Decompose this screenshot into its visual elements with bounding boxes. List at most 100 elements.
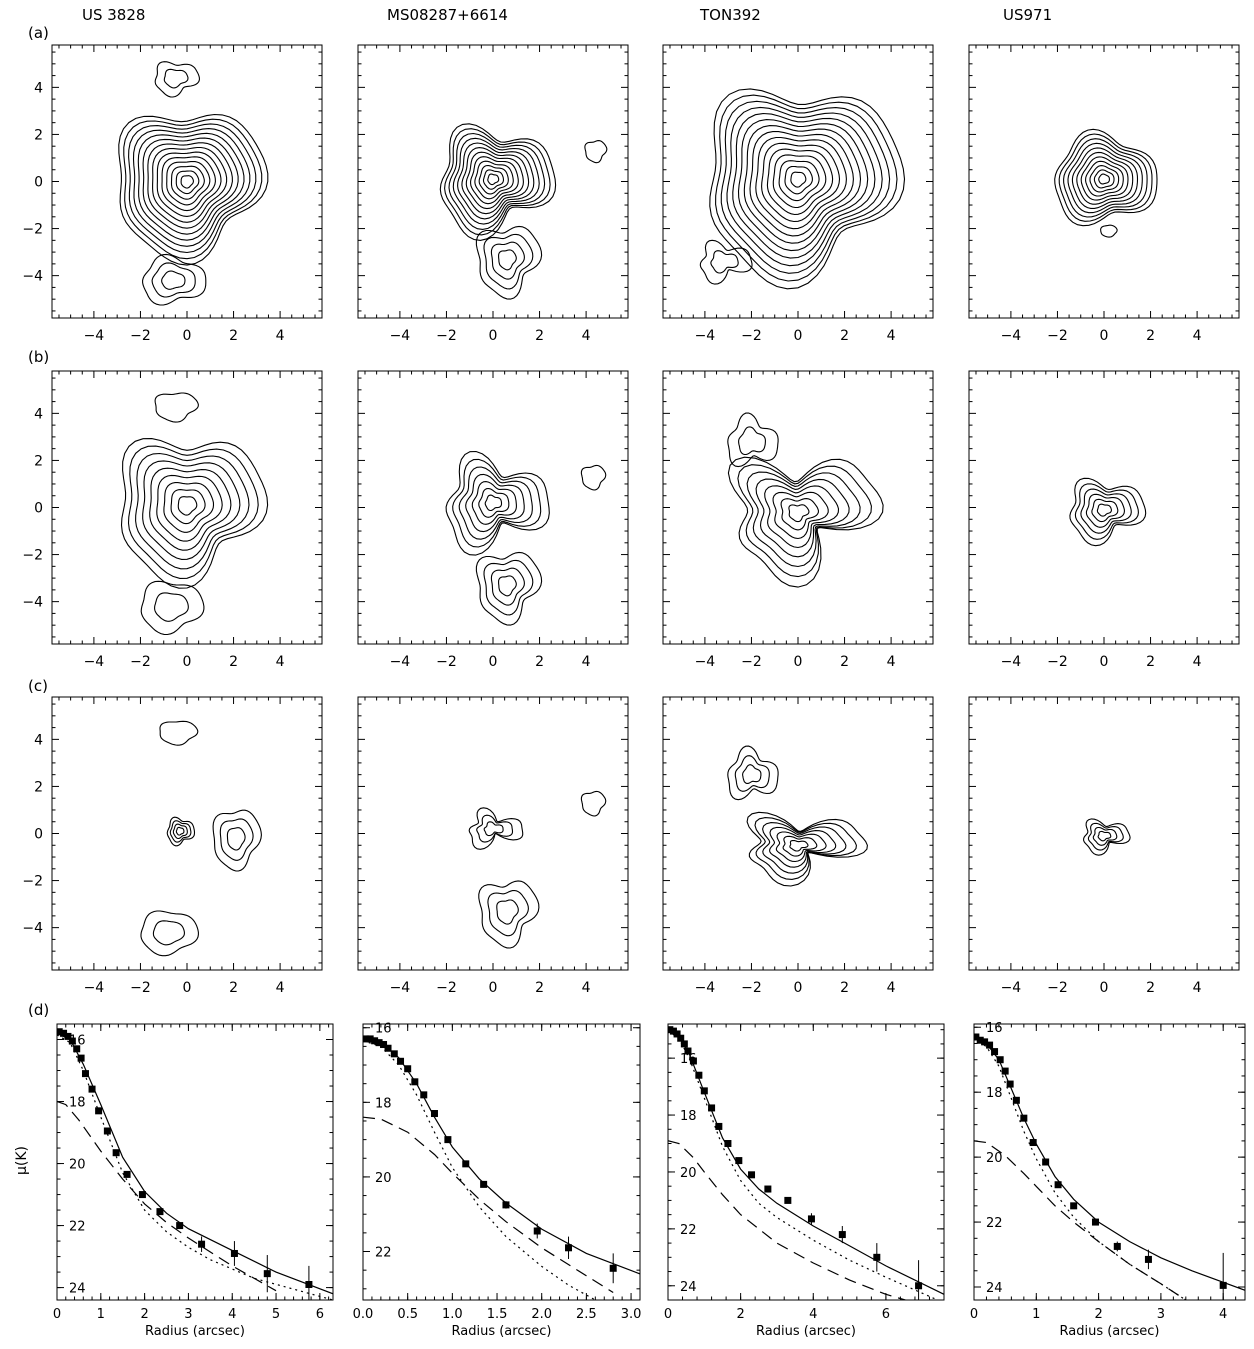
contour-panel-c-ton392: −4 −2 0 2 4 [662, 696, 934, 996]
contour-line [1100, 224, 1118, 238]
x-tick-label: −2 [436, 328, 457, 344]
x-tick-label: 2.5 [576, 1307, 597, 1322]
data-point [420, 1091, 428, 1099]
contour-line [154, 61, 200, 98]
data-point [305, 1280, 313, 1288]
data-point [1001, 1067, 1009, 1075]
contour-line [761, 142, 841, 223]
data-point [123, 1170, 131, 1178]
contour-line [772, 491, 829, 540]
contour-line [471, 481, 517, 525]
data-point [1219, 1281, 1227, 1289]
y-tick-label: 16 [680, 1052, 697, 1067]
profile-curve-dashed [974, 1140, 1187, 1300]
contour-line [749, 131, 854, 237]
plot-area [363, 1035, 640, 1300]
data-point [1070, 1202, 1078, 1210]
x-tick-label: 0 [1100, 654, 1109, 670]
y-tick-label: 2 [34, 453, 43, 469]
data-point [1091, 1218, 1099, 1226]
x-axis-label: Radius (arcsec) [145, 1324, 245, 1339]
contour-line [490, 241, 525, 280]
contour-line [151, 262, 196, 298]
contour-line [445, 450, 550, 556]
contour-line [147, 142, 233, 229]
contour-line [727, 412, 779, 468]
x-tick-label: −4 [84, 654, 105, 670]
x-tick-label: 0 [794, 654, 803, 670]
data-point [1020, 1114, 1028, 1122]
contour-line [496, 899, 519, 925]
x-tick-label: 2 [535, 980, 544, 996]
data-point [565, 1244, 573, 1252]
contour-line [1096, 503, 1112, 517]
contour-line [448, 132, 546, 230]
x-tick-label: 6 [316, 1307, 324, 1322]
contour-line [152, 920, 185, 946]
contour-line [457, 142, 535, 220]
contour-line [175, 826, 185, 836]
x-tick-label: 0 [970, 1307, 978, 1322]
contour-line [142, 137, 239, 235]
data-point [430, 1110, 438, 1118]
contour-panel-a-ms08287: −4 −2 0 2 4 [357, 44, 629, 344]
contour-line [709, 88, 906, 290]
data-point [986, 1041, 994, 1049]
x-tick-label: 4 [1193, 980, 1202, 996]
contour-line [788, 504, 810, 523]
contour-line [772, 154, 827, 209]
contour-line [727, 745, 779, 801]
x-tick-label: 4 [276, 980, 285, 996]
data-point [444, 1136, 452, 1144]
y-tick-label: 24 [69, 1282, 86, 1297]
data-point [996, 1056, 1004, 1064]
x-tick-label: 4 [276, 654, 285, 670]
contour-line [775, 831, 827, 863]
contour-line [1058, 133, 1153, 222]
x-tick-label: −4 [695, 654, 716, 670]
x-tick-label: −2 [130, 654, 151, 670]
plot-area [974, 1033, 1245, 1300]
x-tick-label: −4 [695, 980, 716, 996]
data-point [198, 1240, 206, 1248]
x-tick-label: 2 [1094, 1307, 1102, 1322]
x-tick-label: 4 [1193, 654, 1202, 670]
data-point [68, 1037, 76, 1045]
contour-line [156, 474, 223, 542]
contour-line [766, 148, 834, 216]
x-tick-label: −2 [436, 654, 457, 670]
x-tick-label: 4 [887, 328, 896, 344]
x-tick-label: 2 [535, 654, 544, 670]
contour-line [172, 823, 188, 840]
y-tick-label: 22 [680, 1223, 697, 1238]
contour-line [128, 123, 257, 254]
contour-line [159, 720, 199, 746]
data-point [673, 1030, 681, 1038]
y-tick-label: 18 [986, 1086, 1003, 1101]
data-point [715, 1122, 723, 1130]
y-tick-label: 4 [34, 732, 43, 748]
data-point [263, 1270, 271, 1278]
x-tick-label: 0 [664, 1307, 672, 1322]
contour-line [790, 171, 807, 188]
contour-line [584, 140, 608, 164]
panel-frame [968, 370, 1240, 645]
data-point [375, 1039, 383, 1047]
data-point [138, 1191, 146, 1199]
contour-line [737, 119, 869, 252]
panel-frame [357, 370, 629, 645]
x-tick-label: 2 [1146, 980, 1155, 996]
contour-line [170, 165, 205, 200]
y-tick-label: 16 [986, 1021, 1003, 1036]
profile-panel-us3828: 0 1 2 3 4 5 6 16 18 20 22 24 Radius (arcsec) [53, 1023, 334, 1339]
contour-line [156, 151, 222, 217]
panel-frame [357, 44, 629, 319]
column-title-us971: US971 [1003, 6, 1052, 24]
x-tick-label: −2 [741, 328, 762, 344]
data-point [974, 1033, 980, 1041]
profile-panel-us971: 0 1 2 3 4 16 18 20 22 24 Radius (arcsec) [970, 1021, 1246, 1339]
contour-line [715, 94, 898, 282]
data-point [689, 1057, 697, 1065]
data-point [748, 1171, 756, 1179]
